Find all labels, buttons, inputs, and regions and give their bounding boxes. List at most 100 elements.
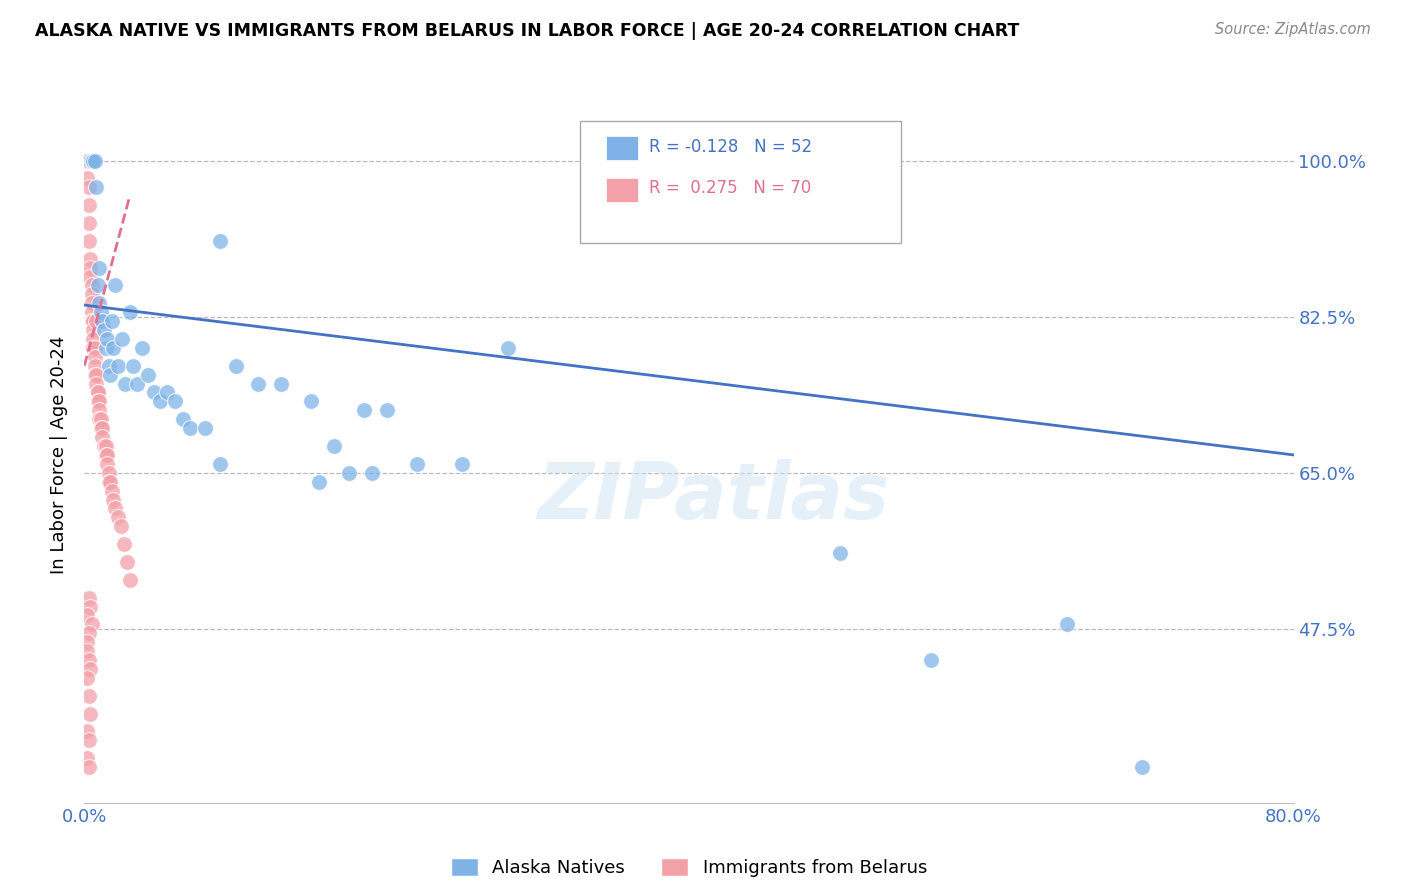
Point [84, 359, 107, 373]
Point [920, 653, 942, 667]
Point [406, 457, 429, 471]
Point [496, 341, 519, 355]
Point [75, 153, 97, 168]
Point [82, 314, 104, 328]
Point [77, 198, 100, 212]
Point [149, 394, 172, 409]
Point [90, 412, 112, 426]
Point [97, 466, 120, 480]
Point [270, 376, 292, 391]
Point [830, 546, 852, 560]
Point [77, 234, 100, 248]
Point [360, 466, 382, 480]
Text: ZIPatlas: ZIPatlas [537, 458, 889, 534]
Point [194, 421, 217, 435]
Point [76, 171, 98, 186]
Point [101, 492, 124, 507]
Point [100, 314, 122, 328]
Point [100, 483, 122, 498]
Point [97, 359, 120, 373]
Point [136, 368, 159, 382]
Point [94, 341, 117, 355]
Point [80, 296, 103, 310]
Point [127, 376, 149, 391]
Point [156, 385, 179, 400]
Point [225, 359, 247, 373]
Point [86, 368, 108, 382]
Text: ALASKA NATIVE VS IMMIGRANTS FROM BELARUS IN LABOR FORCE | AGE 20-24 CORRELATION : ALASKA NATIVE VS IMMIGRANTS FROM BELARUS… [35, 22, 1019, 40]
Point [142, 385, 165, 400]
Point [75, 153, 97, 168]
Point [97, 475, 120, 489]
Point [76, 671, 98, 685]
Point [77, 733, 100, 747]
Point [172, 412, 194, 426]
Point [131, 341, 153, 355]
FancyBboxPatch shape [581, 121, 901, 243]
Point [165, 394, 187, 409]
Point [79, 599, 101, 614]
FancyBboxPatch shape [606, 136, 638, 160]
Point [118, 573, 141, 587]
Point [87, 385, 110, 400]
Point [90, 305, 112, 319]
Point [1130, 760, 1153, 774]
Point [86, 376, 108, 391]
Point [76, 751, 98, 765]
Point [114, 376, 136, 391]
Point [93, 439, 115, 453]
Point [77, 653, 100, 667]
Point [87, 278, 110, 293]
Point [76, 724, 98, 739]
Point [107, 510, 129, 524]
Point [80, 278, 103, 293]
Point [77, 180, 100, 194]
Point [353, 403, 375, 417]
Point [86, 314, 108, 328]
Point [87, 385, 110, 400]
Point [77, 591, 100, 605]
Point [80, 314, 103, 328]
Point [76, 644, 98, 658]
Point [101, 341, 124, 355]
Point [91, 430, 114, 444]
Point [93, 323, 115, 337]
Point [79, 706, 101, 721]
Point [209, 457, 232, 471]
Point [96, 457, 118, 471]
Point [82, 323, 104, 337]
Text: Source: ZipAtlas.com: Source: ZipAtlas.com [1215, 22, 1371, 37]
Point [179, 421, 201, 435]
Point [80, 153, 103, 168]
Point [77, 216, 100, 230]
Point [80, 617, 103, 632]
Point [94, 439, 117, 453]
Text: R = -0.128   N = 52: R = -0.128 N = 52 [650, 137, 813, 156]
Point [77, 626, 100, 640]
Point [76, 153, 98, 168]
Point [118, 305, 141, 319]
Point [375, 403, 398, 417]
Point [96, 448, 118, 462]
Point [98, 368, 121, 382]
Point [115, 555, 138, 569]
FancyBboxPatch shape [606, 178, 638, 202]
Point [80, 305, 103, 319]
Point [86, 180, 108, 194]
Point [111, 332, 134, 346]
Point [84, 368, 107, 382]
Point [84, 341, 107, 355]
Point [79, 252, 101, 266]
Point [451, 457, 474, 471]
Point [82, 341, 104, 355]
Point [89, 412, 111, 426]
Point [79, 269, 101, 284]
Point [77, 689, 100, 703]
Text: R =  0.275   N = 70: R = 0.275 N = 70 [650, 179, 811, 197]
Point [96, 332, 118, 346]
Point [247, 376, 270, 391]
Point [104, 501, 127, 516]
Point [89, 394, 111, 409]
Point [84, 153, 107, 168]
Point [94, 448, 117, 462]
